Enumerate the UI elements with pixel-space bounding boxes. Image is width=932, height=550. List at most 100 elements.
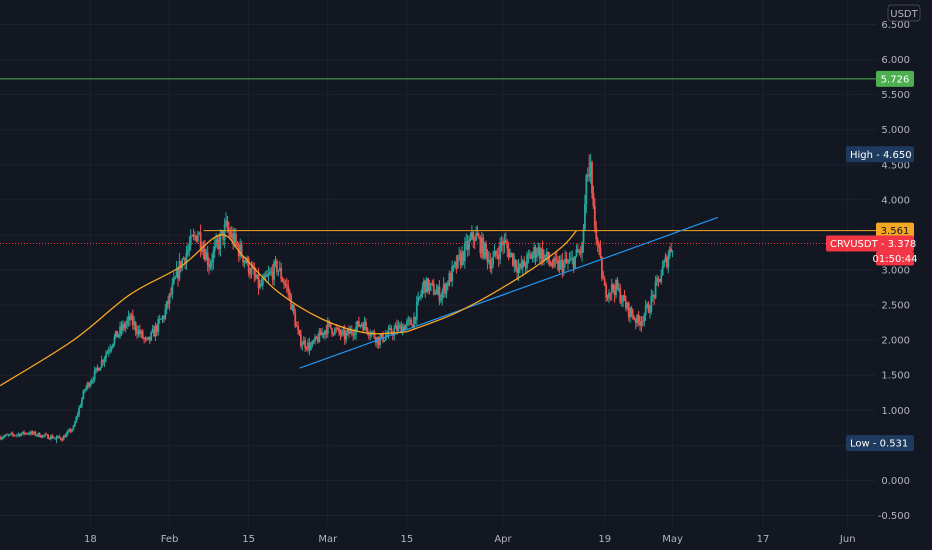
candle-body <box>40 436 42 438</box>
candle-body <box>369 335 372 336</box>
candle-body <box>503 240 506 246</box>
candle-body <box>93 370 96 380</box>
candle-body <box>613 290 616 295</box>
candle-body <box>386 334 389 336</box>
candle-body <box>277 270 280 272</box>
candle-body <box>175 268 178 278</box>
candle-body <box>449 273 452 282</box>
candle-body <box>617 288 620 290</box>
candle-body <box>211 261 213 264</box>
candle-body <box>422 280 425 288</box>
candle-body <box>492 256 495 266</box>
candle-body <box>167 301 170 304</box>
price-tick-label: 6.500 <box>881 20 910 31</box>
candle-body <box>112 343 114 347</box>
current-price-symbol: CRVUSDT - 3.378 <box>830 239 916 250</box>
candle-body <box>290 295 292 310</box>
countdown-label: 01:50:44 <box>873 254 918 265</box>
candle-body <box>31 431 34 434</box>
candle-body <box>267 273 270 276</box>
candle-body <box>6 434 8 436</box>
candle-body <box>478 236 480 238</box>
candle-body <box>25 433 28 434</box>
candle-body <box>164 309 167 319</box>
candle-body <box>615 279 617 295</box>
candle-body <box>531 254 534 259</box>
candle-body <box>476 233 479 237</box>
candle-body <box>609 292 612 294</box>
candle-body <box>612 284 615 291</box>
candle-body <box>81 398 83 406</box>
candle-body <box>435 290 438 295</box>
candle-body <box>379 337 381 345</box>
candle-body <box>602 278 605 280</box>
candle-body <box>134 322 137 331</box>
candle-body <box>592 193 595 207</box>
candle-body <box>396 325 398 331</box>
candle-body <box>567 262 569 263</box>
candle-body <box>496 254 499 256</box>
candle-body <box>14 435 17 437</box>
high-tag-label: High - 4.650 <box>850 150 912 161</box>
candle-body <box>181 259 184 269</box>
candle-body <box>486 251 489 263</box>
candle-body <box>143 338 146 340</box>
time-tick-label: May <box>662 534 683 545</box>
candle-body <box>266 275 268 277</box>
candle-body <box>632 314 634 319</box>
candle-body <box>362 324 365 331</box>
candle-body <box>161 316 164 320</box>
candle-body <box>451 266 454 282</box>
candle-body <box>68 429 71 432</box>
candle-body <box>389 327 391 330</box>
candle-body <box>510 253 513 254</box>
candle-body <box>593 206 596 228</box>
candle-body <box>507 248 510 258</box>
candle-body <box>588 174 591 177</box>
candle-body <box>463 243 466 262</box>
candle-body <box>126 320 129 325</box>
candle-body <box>189 235 192 246</box>
candle-body <box>332 333 335 335</box>
candle-body <box>90 380 93 383</box>
candle-body <box>561 260 564 273</box>
candle-body <box>568 260 571 263</box>
time-axis[interactable]: 18 Feb 15 Mar 15 Apr 19 May 17 Jun <box>84 534 855 545</box>
candle-body <box>357 320 360 327</box>
candle-body <box>312 341 315 343</box>
candle-body <box>144 338 147 339</box>
candle-body <box>252 267 254 269</box>
candle-body <box>185 253 188 264</box>
candle-body <box>315 336 318 339</box>
candle-body <box>425 278 428 293</box>
candle-body <box>230 233 233 238</box>
candle-body <box>116 330 119 338</box>
price-tick-label: 5.000 <box>881 125 910 136</box>
candle-body <box>551 265 554 267</box>
candle-body <box>660 275 663 282</box>
candle-body <box>244 260 247 263</box>
candle-body <box>33 431 35 434</box>
candle-body <box>543 254 545 262</box>
candle-body <box>578 251 581 253</box>
candle-body <box>179 261 182 269</box>
currency-badge[interactable] <box>887 4 921 22</box>
candle-body <box>661 266 664 276</box>
candle-body <box>346 329 349 333</box>
candle-body <box>514 259 517 269</box>
candle-body <box>257 274 260 288</box>
candle-body <box>331 328 333 334</box>
candle-body <box>37 433 40 436</box>
candle-body <box>627 302 630 317</box>
candle-body <box>191 235 194 237</box>
candle-body <box>560 260 562 262</box>
current-price-tag <box>826 235 914 252</box>
candle-body <box>438 286 441 301</box>
candle-body <box>48 438 51 440</box>
candle-body <box>243 260 246 263</box>
candle-body <box>133 322 136 326</box>
candle-body <box>521 260 524 269</box>
candle-body <box>314 336 316 342</box>
candle-body <box>431 283 434 284</box>
